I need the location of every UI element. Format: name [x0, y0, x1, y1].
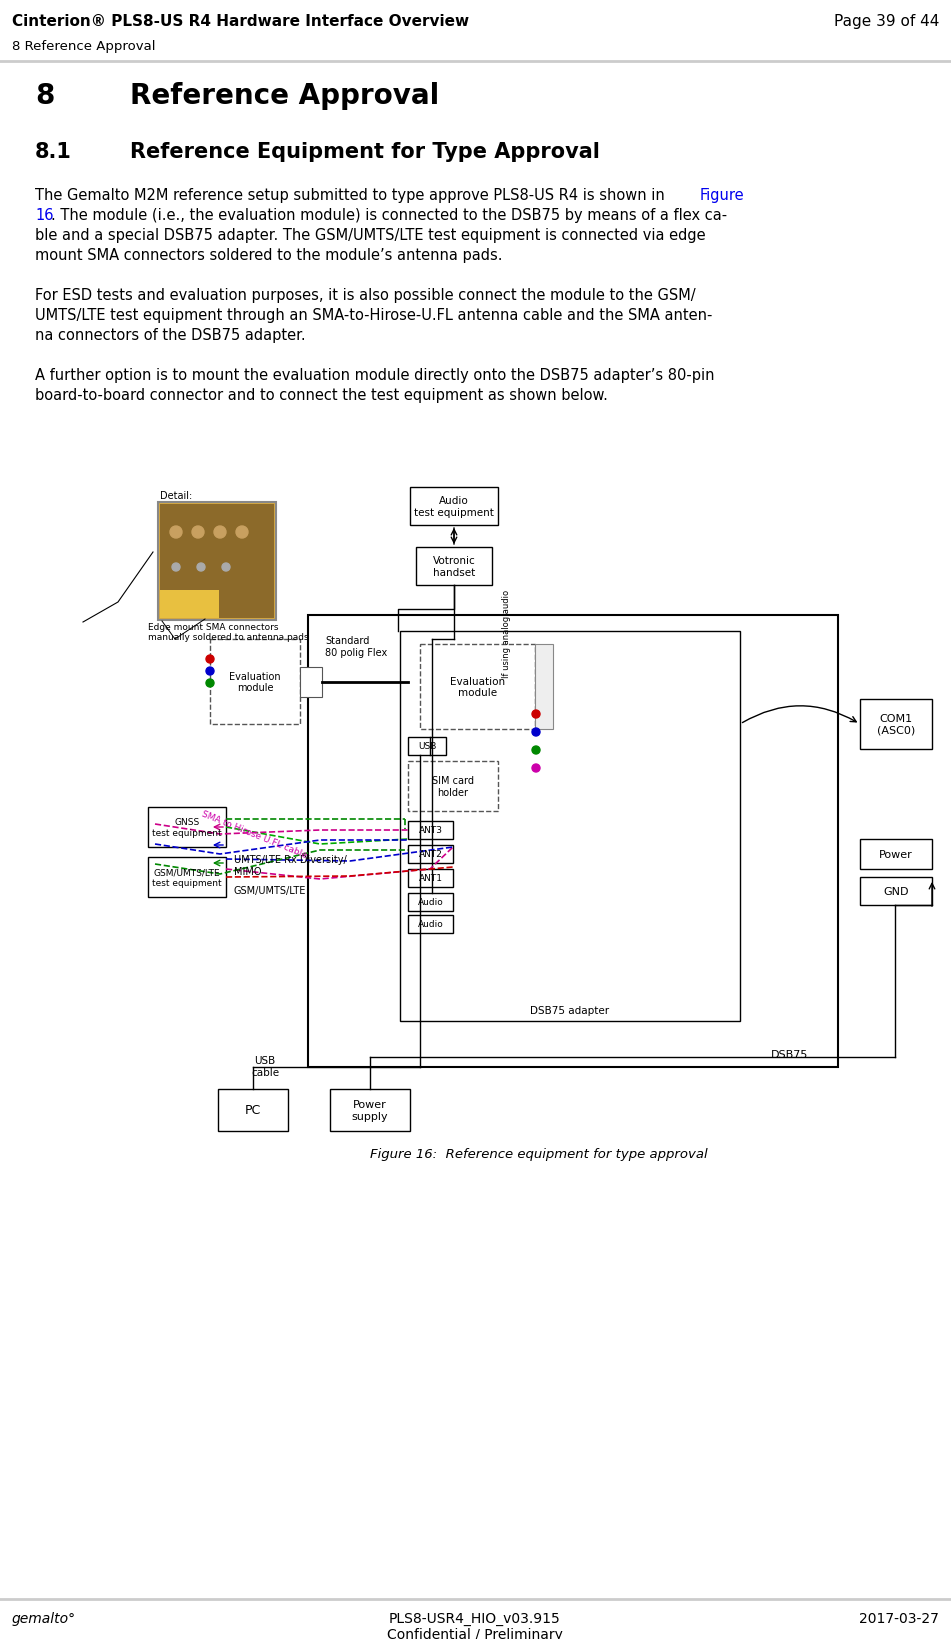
Text: Power
supply: Power supply — [352, 1100, 388, 1121]
FancyBboxPatch shape — [420, 644, 535, 729]
FancyBboxPatch shape — [408, 846, 453, 864]
Text: 8: 8 — [35, 82, 54, 110]
Text: USB
cable: USB cable — [251, 1056, 279, 1077]
Text: Reference Equipment for Type Approval: Reference Equipment for Type Approval — [130, 143, 600, 162]
Text: 8 Reference Approval: 8 Reference Approval — [12, 39, 156, 52]
FancyBboxPatch shape — [860, 700, 932, 749]
Text: UMTS/LTE Rx Diversity/
MIMO: UMTS/LTE Rx Diversity/ MIMO — [234, 854, 347, 877]
FancyBboxPatch shape — [210, 639, 300, 724]
Text: DSB75: DSB75 — [770, 1049, 808, 1059]
FancyBboxPatch shape — [330, 1090, 410, 1131]
Circle shape — [532, 746, 540, 754]
Circle shape — [172, 564, 180, 572]
Text: na connectors of the DSB75 adapter.: na connectors of the DSB75 adapter. — [35, 328, 305, 343]
Circle shape — [206, 656, 214, 664]
Text: Audio: Audio — [417, 898, 443, 906]
Text: Confidential / Preliminary: Confidential / Preliminary — [387, 1628, 563, 1639]
FancyBboxPatch shape — [408, 916, 453, 934]
Circle shape — [222, 564, 230, 572]
Text: ble and a special DSB75 adapter. The GSM/UMTS/LTE test equipment is connected vi: ble and a special DSB75 adapter. The GSM… — [35, 228, 706, 243]
Text: Cinterion® PLS8-US R4 Hardware Interface Overview: Cinterion® PLS8-US R4 Hardware Interface… — [12, 15, 469, 30]
Text: GSM/UMTS/LTE: GSM/UMTS/LTE — [234, 885, 306, 895]
Text: ANT3: ANT3 — [418, 826, 442, 834]
FancyBboxPatch shape — [408, 869, 453, 887]
Text: UMTS/LTE test equipment through an SMA-to-Hirose-U.FL antenna cable and the SMA : UMTS/LTE test equipment through an SMA-t… — [35, 308, 712, 323]
FancyBboxPatch shape — [408, 821, 453, 839]
Text: gemalto°: gemalto° — [12, 1611, 76, 1624]
FancyBboxPatch shape — [416, 547, 492, 585]
Text: Edge mount SMA connectors
manually soldered to antenna pads: Edge mount SMA connectors manually solde… — [148, 623, 309, 642]
Text: 2017-03-27: 2017-03-27 — [859, 1611, 939, 1624]
FancyBboxPatch shape — [218, 1090, 288, 1131]
Text: Figure: Figure — [700, 188, 745, 203]
FancyBboxPatch shape — [158, 503, 276, 621]
Text: mount SMA connectors soldered to the module’s antenna pads.: mount SMA connectors soldered to the mod… — [35, 247, 502, 262]
Text: PC: PC — [244, 1103, 262, 1116]
FancyBboxPatch shape — [860, 877, 932, 905]
Text: A further option is to mount the evaluation module directly onto the DSB75 adapt: A further option is to mount the evaluat… — [35, 367, 714, 384]
Text: Reference Approval: Reference Approval — [130, 82, 439, 110]
Text: GND: GND — [883, 887, 909, 897]
Circle shape — [192, 526, 204, 539]
Circle shape — [236, 526, 248, 539]
Text: Power: Power — [879, 849, 913, 859]
Text: SIM card
holder: SIM card holder — [432, 775, 474, 797]
Text: SMA to Hirose U.FL cable: SMA to Hirose U.FL cable — [200, 810, 308, 860]
Text: Page 39 of 44: Page 39 of 44 — [834, 15, 939, 30]
FancyBboxPatch shape — [160, 505, 274, 618]
Text: 8.1: 8.1 — [35, 143, 72, 162]
Text: The Gemalto M2M reference setup submitted to type approve PLS8-US R4 is shown in: The Gemalto M2M reference setup submitte… — [35, 188, 670, 203]
Text: Audio: Audio — [417, 919, 443, 929]
Text: DSB75 adapter: DSB75 adapter — [531, 1005, 610, 1016]
FancyBboxPatch shape — [860, 839, 932, 869]
Text: GNSS
test equipment: GNSS test equipment — [152, 818, 222, 838]
Text: GSM/UMTS/LTE
test equipment: GSM/UMTS/LTE test equipment — [152, 867, 222, 887]
Circle shape — [532, 729, 540, 736]
Text: Evaluation
module: Evaluation module — [450, 677, 505, 698]
Text: PLS8-USR4_HIO_v03.915: PLS8-USR4_HIO_v03.915 — [389, 1611, 561, 1624]
Text: Detail:: Detail: — [160, 490, 192, 500]
Text: Standard
80 polig Flex: Standard 80 polig Flex — [325, 636, 387, 657]
Text: Evaluation
module: Evaluation module — [229, 672, 281, 693]
Text: board-to-board connector and to connect the test equipment as shown below.: board-to-board connector and to connect … — [35, 388, 608, 403]
Text: ANT1: ANT1 — [418, 874, 442, 883]
Text: 16: 16 — [35, 208, 53, 223]
Circle shape — [170, 526, 182, 539]
FancyBboxPatch shape — [408, 893, 453, 911]
FancyBboxPatch shape — [148, 808, 226, 847]
Text: USB: USB — [417, 742, 437, 751]
Text: COM1
(ASC0): COM1 (ASC0) — [877, 713, 915, 736]
Text: ANT2: ANT2 — [418, 851, 442, 859]
Circle shape — [197, 564, 205, 572]
Circle shape — [532, 764, 540, 772]
FancyBboxPatch shape — [300, 667, 322, 698]
FancyBboxPatch shape — [160, 590, 219, 618]
FancyBboxPatch shape — [308, 616, 838, 1067]
Text: Audio
test equipment: Audio test equipment — [414, 497, 494, 518]
Text: If using analog audio: If using analog audio — [502, 590, 511, 677]
Text: . The module (i.e., the evaluation module) is connected to the DSB75 by means of: . The module (i.e., the evaluation modul… — [51, 208, 728, 223]
Circle shape — [214, 526, 226, 539]
FancyBboxPatch shape — [148, 857, 226, 898]
Text: For ESD tests and evaluation purposes, it is also possible connect the module to: For ESD tests and evaluation purposes, i… — [35, 288, 695, 303]
Text: Votronic
handset: Votronic handset — [433, 556, 476, 577]
Circle shape — [206, 667, 214, 675]
FancyBboxPatch shape — [408, 762, 498, 811]
FancyBboxPatch shape — [408, 738, 446, 756]
FancyBboxPatch shape — [410, 488, 498, 526]
Text: Figure 16:  Reference equipment for type approval: Figure 16: Reference equipment for type … — [370, 1147, 708, 1160]
FancyBboxPatch shape — [535, 644, 553, 729]
Circle shape — [532, 711, 540, 718]
Circle shape — [206, 680, 214, 688]
FancyBboxPatch shape — [400, 631, 740, 1021]
